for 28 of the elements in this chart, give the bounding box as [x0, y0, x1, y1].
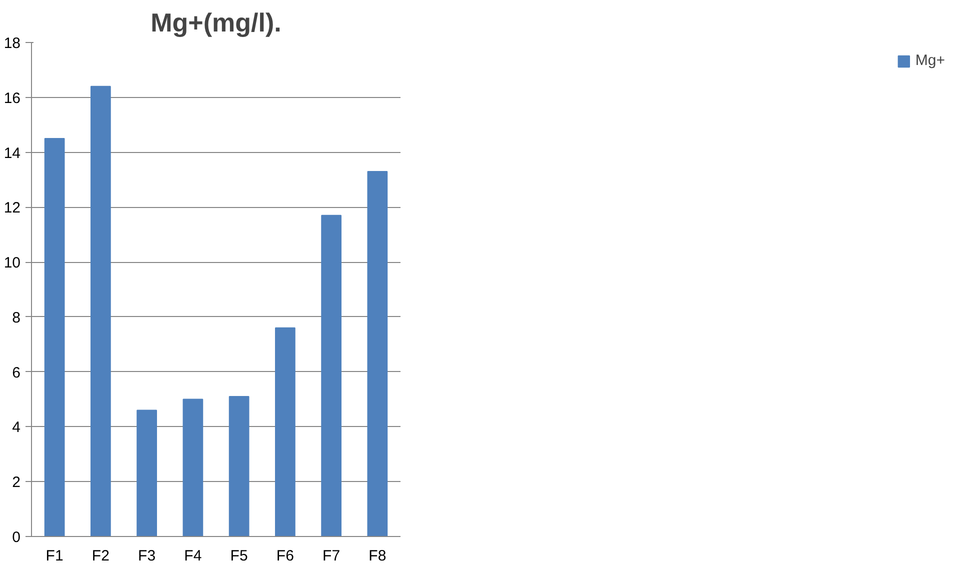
- x-tick-label: F4: [184, 548, 202, 564]
- legend-label: Mg+: [915, 52, 945, 69]
- y-tick-label: 4: [12, 419, 20, 436]
- y-tick-label: 12: [4, 200, 21, 217]
- bar: [228, 396, 250, 536]
- chart-title: Mg+(mg/l).: [150, 8, 282, 38]
- y-tick-label: 8: [12, 309, 20, 326]
- x-tick-label: F2: [92, 548, 110, 564]
- y-tick-label: 6: [12, 364, 20, 382]
- y-tick-label: 18: [4, 35, 21, 52]
- y-tick-label: 16: [4, 90, 21, 107]
- bar: [275, 327, 296, 536]
- y-tick-label: 0: [12, 529, 20, 546]
- bar: [136, 410, 157, 536]
- x-tick-label: F8: [368, 548, 386, 564]
- bar: [367, 170, 388, 536]
- x-tick-label: F7: [322, 548, 340, 564]
- x-tick-label: F1: [46, 548, 64, 564]
- x-tick-label: F3: [138, 548, 156, 564]
- bar: [90, 86, 111, 536]
- y-tick-label: 14: [4, 144, 21, 162]
- bar: [44, 138, 65, 536]
- y-tick-label: 2: [12, 474, 20, 492]
- y-tick-label: 10: [4, 254, 21, 272]
- bar: [182, 398, 204, 536]
- x-tick-label: F5: [230, 548, 248, 564]
- bar: [321, 214, 342, 536]
- x-tick-label: F6: [276, 548, 294, 564]
